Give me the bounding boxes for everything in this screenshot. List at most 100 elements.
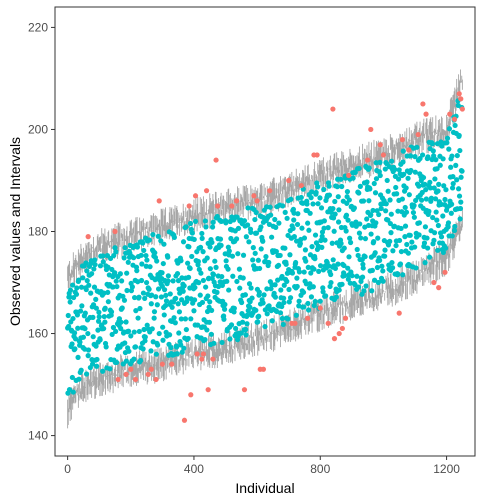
inside-point: [221, 306, 228, 312]
inside-point: [147, 264, 153, 270]
inside-point: [131, 255, 137, 261]
outside-point: [451, 116, 458, 122]
inside-point: [445, 220, 452, 226]
inside-point: [74, 285, 80, 291]
inside-point: [284, 278, 290, 284]
outside-point: [420, 101, 426, 107]
inside-point: [441, 183, 447, 189]
inside-point: [170, 278, 176, 284]
y-tick-label: 180: [28, 225, 48, 239]
inside-point: [187, 220, 194, 227]
inside-point: [236, 266, 243, 272]
inside-point: [163, 298, 170, 304]
inside-point: [380, 268, 386, 274]
inside-point: [345, 265, 351, 271]
outside-point: [260, 366, 267, 372]
inside-point: [368, 212, 374, 218]
inside-point: [122, 340, 128, 346]
inside-point: [291, 217, 297, 223]
outside-point: [431, 279, 437, 286]
outside-point: [336, 330, 342, 337]
inside-point: [347, 280, 353, 286]
inside-point: [140, 346, 146, 352]
inside-point: [75, 325, 81, 331]
inside-point: [264, 311, 270, 317]
inside-point: [403, 209, 410, 215]
inside-point: [167, 291, 173, 297]
inside-point: [330, 257, 336, 263]
inside-point: [146, 237, 153, 243]
inside-point: [65, 323, 72, 330]
inside-point: [160, 260, 166, 267]
y-axis: 140 160 180 200 220: [28, 20, 55, 443]
inside-point: [225, 266, 231, 272]
inside-point: [402, 234, 408, 240]
y-tick-label: 160: [28, 327, 48, 341]
inside-point: [90, 334, 96, 340]
inside-point: [199, 299, 206, 306]
inside-point: [228, 322, 235, 328]
inside-point: [72, 336, 79, 342]
outside-point: [292, 320, 298, 326]
inside-point: [203, 224, 209, 230]
outside-point: [156, 198, 162, 204]
inside-point: [281, 295, 287, 301]
inside-point: [326, 183, 332, 189]
inside-point: [244, 312, 250, 318]
inside-point: [70, 389, 76, 395]
inside-point: [257, 265, 263, 272]
inside-point: [139, 261, 145, 267]
inside-point: [134, 268, 140, 274]
inside-point: [286, 286, 292, 293]
inside-point: [218, 218, 225, 224]
inside-point: [332, 198, 338, 205]
outside-point: [194, 351, 200, 357]
inside-point: [242, 292, 249, 298]
inside-point: [114, 283, 120, 290]
inside-point: [360, 261, 366, 267]
inside-point: [223, 220, 229, 226]
inside-point: [362, 236, 369, 242]
inside-point: [315, 201, 321, 207]
inside-point: [315, 184, 321, 190]
x-axis-title: Individual: [235, 480, 294, 496]
inside-point: [454, 152, 460, 159]
inside-point: [93, 343, 99, 349]
inside-point: [338, 240, 344, 247]
inside-point: [290, 206, 297, 212]
inside-point: [335, 194, 341, 200]
inside-point: [84, 268, 90, 274]
inside-point: [226, 287, 232, 293]
inside-point: [291, 210, 297, 216]
inside-point: [207, 299, 213, 305]
inside-point: [351, 205, 357, 211]
inside-point: [83, 286, 89, 293]
inside-point: [454, 177, 460, 183]
inside-point: [141, 247, 147, 254]
outside-point: [192, 193, 199, 199]
inside-point: [77, 308, 84, 314]
outside-point: [396, 310, 402, 316]
inside-point: [313, 189, 319, 196]
inside-point: [431, 237, 437, 243]
inside-point: [249, 295, 255, 301]
inside-point: [362, 254, 368, 260]
inside-point: [336, 207, 342, 213]
inside-point: [326, 192, 333, 198]
outside-point: [241, 387, 248, 393]
inside-point: [252, 250, 258, 256]
inside-point: [279, 303, 285, 310]
inside-point: [363, 283, 369, 289]
inside-point: [341, 262, 347, 269]
inside-point: [102, 305, 108, 311]
inside-point: [267, 204, 273, 210]
outside-point: [181, 417, 188, 423]
inside-point: [154, 302, 160, 308]
inside-point: [322, 237, 328, 243]
inside-point: [375, 235, 381, 241]
inside-point: [300, 289, 307, 295]
outside-point: [442, 269, 448, 275]
interval-lines: [67, 69, 463, 429]
inside-point: [325, 225, 331, 231]
inside-point: [387, 197, 393, 203]
